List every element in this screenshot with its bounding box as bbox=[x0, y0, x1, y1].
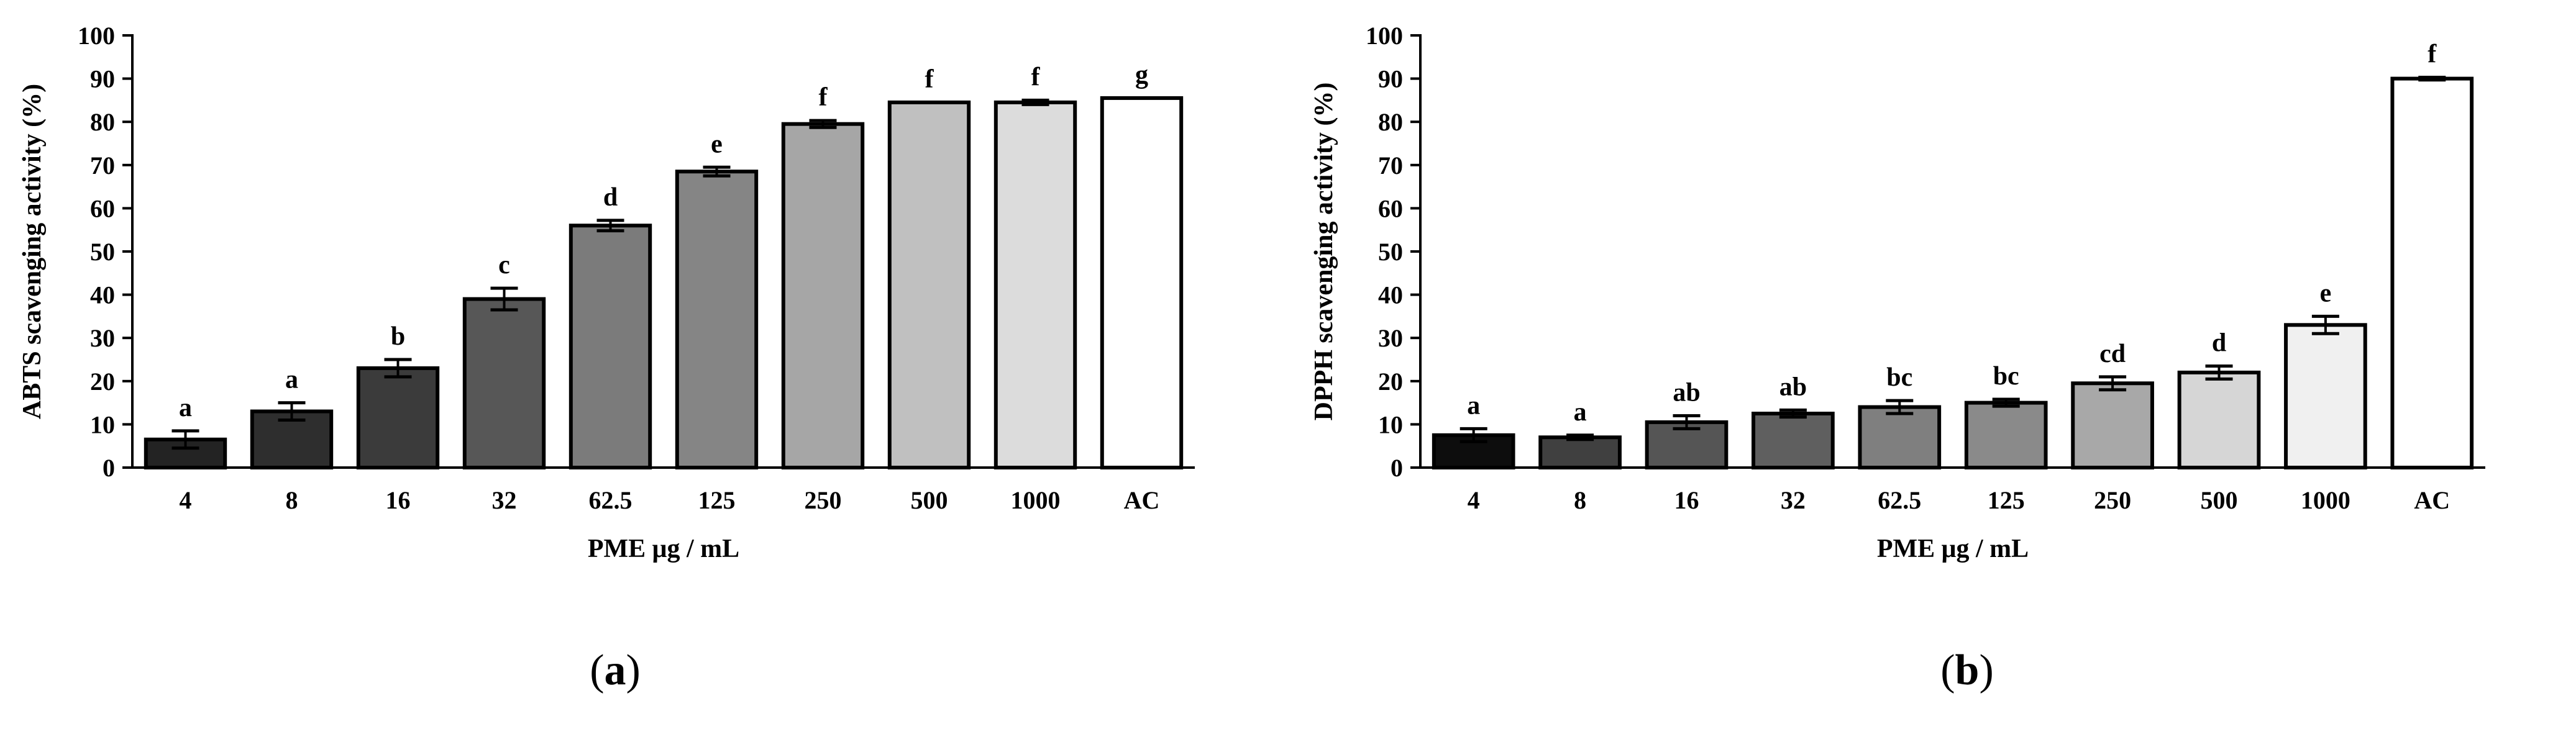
x-axis-label: PME μg / mL bbox=[587, 535, 740, 563]
y-tick-label: 30 bbox=[90, 324, 115, 352]
y-tick-label: 70 bbox=[90, 152, 115, 179]
significance-label: bc bbox=[1886, 363, 1912, 392]
significance-label: bc bbox=[1993, 362, 2019, 391]
dpph-bar-chart: 0 10 20 30 40 50 60 70 80 90 100 a 4 a 8 ab 16 ab 32 bc 62.5… bbox=[1366, 22, 2485, 514]
y-tick-label: 60 bbox=[90, 194, 115, 222]
y-axis-label: ABTS scavenging activity (%) bbox=[18, 83, 47, 420]
bar bbox=[1964, 401, 2048, 469]
x-tick-label: 8 bbox=[286, 486, 298, 514]
y-tick-label: 90 bbox=[1378, 65, 1403, 93]
bar bbox=[356, 366, 440, 469]
x-tick-label: 1000 bbox=[2301, 486, 2350, 514]
significance-label: cd bbox=[2099, 340, 2126, 368]
x-tick-label: 125 bbox=[698, 486, 736, 514]
significance-label: ab bbox=[1673, 378, 1700, 407]
abts-bar-chart: 0 10 20 30 40 50 60 70 80 90 100 a 4 a 8 b 16 c 32 d 62.5 e 12… bbox=[78, 22, 1195, 514]
y-axis-label: DPPH scavenging activity (%) bbox=[1310, 82, 1338, 421]
y-tick-label: 100 bbox=[1366, 22, 1403, 50]
chart-panel-b: 0 10 20 30 40 50 60 70 80 90 100 a 4 a 8 ab 16 ab 32 bc 62.5… bbox=[1288, 0, 2576, 729]
significance-label: d bbox=[603, 183, 618, 212]
y-tick-label: 60 bbox=[1378, 194, 1403, 222]
significance-label: c bbox=[498, 251, 510, 279]
y-tick-label: 10 bbox=[90, 410, 115, 438]
significance-label: g bbox=[1135, 61, 1148, 89]
bar bbox=[2390, 76, 2474, 470]
y-tick-label: 70 bbox=[1378, 152, 1403, 179]
significance-label: d bbox=[2212, 328, 2226, 357]
significance-label: a bbox=[1467, 391, 1480, 420]
x-tick-label: 32 bbox=[1781, 486, 1806, 514]
x-tick-label: 4 bbox=[180, 486, 192, 514]
bar bbox=[2071, 381, 2154, 470]
bar bbox=[2177, 370, 2261, 469]
significance-label: a bbox=[1574, 398, 1587, 427]
y-tick-label: 0 bbox=[1391, 454, 1403, 482]
bar bbox=[781, 122, 865, 469]
bar bbox=[2284, 323, 2367, 469]
y-tick-label: 40 bbox=[1378, 281, 1403, 309]
bar bbox=[675, 170, 759, 469]
significance-label: f bbox=[819, 83, 828, 112]
x-tick-label: AC bbox=[1124, 486, 1160, 514]
y-tick-label: 80 bbox=[1378, 108, 1403, 136]
significance-label: f bbox=[1031, 63, 1041, 91]
y-tick-label: 30 bbox=[1378, 324, 1403, 352]
x-tick-label: 125 bbox=[1988, 486, 2025, 514]
x-tick-label: 4 bbox=[1468, 486, 1480, 514]
x-tick-label: 500 bbox=[911, 486, 948, 514]
chart-panel-a: 0 10 20 30 40 50 60 70 80 90 100 a 4 a 8 b 16 c 32 d 62.5 e 12… bbox=[18, 22, 1195, 694]
significance-label: b bbox=[391, 322, 405, 351]
bar bbox=[462, 297, 546, 469]
x-tick-label: AC bbox=[2414, 486, 2450, 514]
x-tick-label: 62.5 bbox=[589, 486, 633, 514]
significance-label: f bbox=[925, 65, 934, 94]
bar bbox=[993, 100, 1077, 469]
significance-label: e bbox=[2320, 279, 2332, 307]
x-tick-label: 250 bbox=[805, 486, 842, 514]
panel-caption: (a) bbox=[590, 646, 641, 694]
significance-label: e bbox=[711, 130, 723, 158]
y-tick-label: 80 bbox=[90, 108, 115, 136]
y-tick-label: 50 bbox=[1378, 238, 1403, 266]
significance-label: a bbox=[285, 366, 298, 394]
panel-caption: (b) bbox=[1940, 646, 1994, 694]
significance-label: a bbox=[179, 394, 192, 422]
x-tick-label: 500 bbox=[2201, 486, 2238, 514]
x-tick-label: 1000 bbox=[1011, 486, 1061, 514]
y-tick-label: 90 bbox=[90, 65, 115, 93]
y-tick-label: 20 bbox=[90, 368, 115, 396]
x-tick-label: 16 bbox=[1674, 486, 1699, 514]
x-tick-label: 62.5 bbox=[1878, 486, 1921, 514]
bar bbox=[1858, 405, 1942, 469]
bar bbox=[1538, 435, 1622, 470]
panel-label: a bbox=[604, 646, 626, 694]
bar bbox=[1100, 96, 1184, 470]
y-tick-label: 50 bbox=[90, 238, 115, 266]
significance-label: ab bbox=[1779, 373, 1807, 401]
x-axis-label: PME μg / mL bbox=[1876, 535, 2029, 563]
bar bbox=[569, 224, 652, 469]
bar bbox=[1752, 412, 1835, 469]
significance-label: f bbox=[2428, 40, 2437, 69]
x-tick-label: 16 bbox=[386, 486, 411, 514]
panel-label: b bbox=[1955, 646, 1980, 694]
y-tick-label: 20 bbox=[1378, 368, 1403, 396]
x-tick-label: 250 bbox=[2094, 486, 2131, 514]
y-tick-label: 0 bbox=[103, 454, 115, 482]
x-tick-label: 32 bbox=[492, 486, 517, 514]
y-tick-label: 10 bbox=[1378, 410, 1403, 438]
y-tick-label: 100 bbox=[78, 22, 115, 50]
x-tick-label: 8 bbox=[1574, 486, 1586, 514]
bar bbox=[887, 100, 971, 469]
y-tick-label: 40 bbox=[90, 281, 115, 309]
